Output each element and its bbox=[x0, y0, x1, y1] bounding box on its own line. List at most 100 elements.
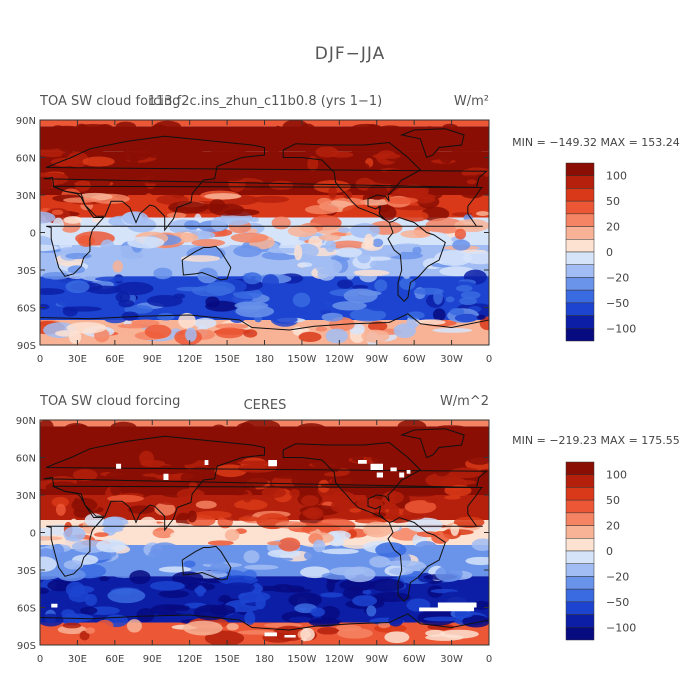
field-patch bbox=[204, 433, 223, 447]
field-patch bbox=[111, 180, 125, 195]
colorbar-swatch bbox=[565, 538, 595, 552]
field-patch bbox=[274, 474, 301, 479]
field-patch bbox=[50, 157, 81, 167]
colorbar-swatch bbox=[565, 277, 595, 291]
field-patch bbox=[357, 290, 382, 296]
field-patch bbox=[423, 616, 463, 622]
field-patch bbox=[52, 217, 64, 232]
field-patch bbox=[252, 195, 290, 203]
field-patch bbox=[122, 446, 141, 463]
field-patch bbox=[153, 120, 182, 134]
colorbar-swatch bbox=[565, 302, 595, 316]
colorbar-swatch bbox=[565, 200, 595, 215]
missing-data-patch bbox=[376, 472, 383, 478]
field-patch bbox=[94, 276, 131, 282]
x-tick-label: 120W bbox=[325, 354, 354, 365]
field-patch bbox=[80, 166, 101, 183]
field-patch bbox=[65, 581, 85, 598]
x-tick-label: 120W bbox=[325, 654, 354, 665]
field-patch bbox=[476, 211, 489, 217]
field-patch bbox=[416, 319, 446, 326]
panel-2-axis-ticks: 0 30E 60E 90E 120E 150E 180 150W 120W 90W 60W 30W 09… bbox=[16, 416, 492, 665]
field-patch bbox=[453, 516, 485, 528]
field-patch bbox=[149, 580, 185, 591]
field-patch bbox=[40, 176, 53, 193]
field-patch bbox=[350, 223, 381, 239]
field-patch bbox=[153, 522, 191, 529]
field-patch bbox=[298, 123, 317, 139]
field-patch bbox=[167, 145, 194, 151]
y-tick-label: 30N bbox=[16, 491, 36, 502]
field-patch bbox=[300, 627, 315, 641]
field-patch bbox=[315, 259, 343, 275]
field-patch bbox=[328, 185, 337, 199]
field-patch bbox=[157, 312, 175, 321]
coastline bbox=[43, 135, 488, 232]
field-patch bbox=[435, 467, 449, 477]
coastline bbox=[40, 313, 489, 345]
field-patch bbox=[91, 217, 102, 223]
colorbar-label: 100 bbox=[606, 170, 627, 183]
field-patch bbox=[366, 303, 392, 312]
missing-data-patch bbox=[406, 470, 411, 474]
x-tick-label: 0 bbox=[37, 354, 43, 365]
field-patch bbox=[55, 503, 66, 516]
field-patch bbox=[301, 471, 327, 481]
field-patch bbox=[113, 127, 128, 138]
panel-1-units: W/m² bbox=[454, 94, 489, 109]
missing-data-patch bbox=[116, 463, 122, 469]
field-patch bbox=[82, 147, 102, 154]
field-patch bbox=[385, 168, 408, 175]
field-patch bbox=[152, 527, 175, 539]
field-patch bbox=[352, 269, 390, 277]
x-tick-label: 30W bbox=[440, 654, 463, 665]
field-patch bbox=[40, 571, 60, 580]
colorbar-swatch bbox=[565, 226, 595, 240]
field-patch bbox=[236, 422, 255, 433]
colorbar-label: 20 bbox=[606, 520, 620, 533]
field-patch bbox=[215, 327, 244, 339]
colorbar-swatch bbox=[565, 627, 595, 641]
field-patch bbox=[372, 153, 401, 159]
field-patch bbox=[67, 265, 86, 274]
field-patch bbox=[321, 548, 359, 555]
colorbar-label: 50 bbox=[606, 195, 620, 208]
field-patch bbox=[57, 139, 79, 153]
missing-data-patch bbox=[204, 460, 209, 465]
colorbar-swatch bbox=[565, 550, 595, 564]
field-patch bbox=[273, 588, 312, 593]
field-patch bbox=[40, 613, 64, 627]
field-patch bbox=[351, 284, 369, 289]
field-patch bbox=[203, 155, 215, 169]
y-tick-label: 60S bbox=[17, 604, 36, 615]
field-patch bbox=[191, 238, 226, 247]
field-patch bbox=[406, 311, 425, 320]
field-patch bbox=[324, 239, 336, 253]
field-patch bbox=[193, 139, 204, 145]
field-patch bbox=[234, 499, 268, 511]
missing-data-patch bbox=[419, 607, 475, 612]
field-patch bbox=[297, 262, 313, 268]
field-patch bbox=[312, 539, 326, 553]
field-patch bbox=[366, 256, 392, 261]
coastline bbox=[399, 128, 465, 158]
x-tick-label: 120E bbox=[177, 354, 202, 365]
missing-data-patch bbox=[437, 602, 477, 608]
field-patch bbox=[255, 594, 266, 610]
field-patch bbox=[339, 579, 376, 591]
panel-2-units: W/m^2 bbox=[440, 394, 489, 409]
field-patch bbox=[362, 521, 393, 538]
field-patch bbox=[84, 593, 98, 606]
field-patch bbox=[59, 247, 79, 253]
field-patch bbox=[40, 211, 56, 224]
field-patch bbox=[264, 169, 279, 178]
field-patch bbox=[182, 179, 197, 186]
field-patch bbox=[262, 274, 279, 290]
field-patch bbox=[356, 497, 384, 511]
missing-data-patch bbox=[390, 467, 397, 472]
field-patch bbox=[271, 216, 291, 230]
field-patch bbox=[376, 136, 395, 143]
field-patch bbox=[363, 233, 374, 249]
field-patch bbox=[399, 277, 416, 290]
field-patch bbox=[178, 439, 208, 453]
